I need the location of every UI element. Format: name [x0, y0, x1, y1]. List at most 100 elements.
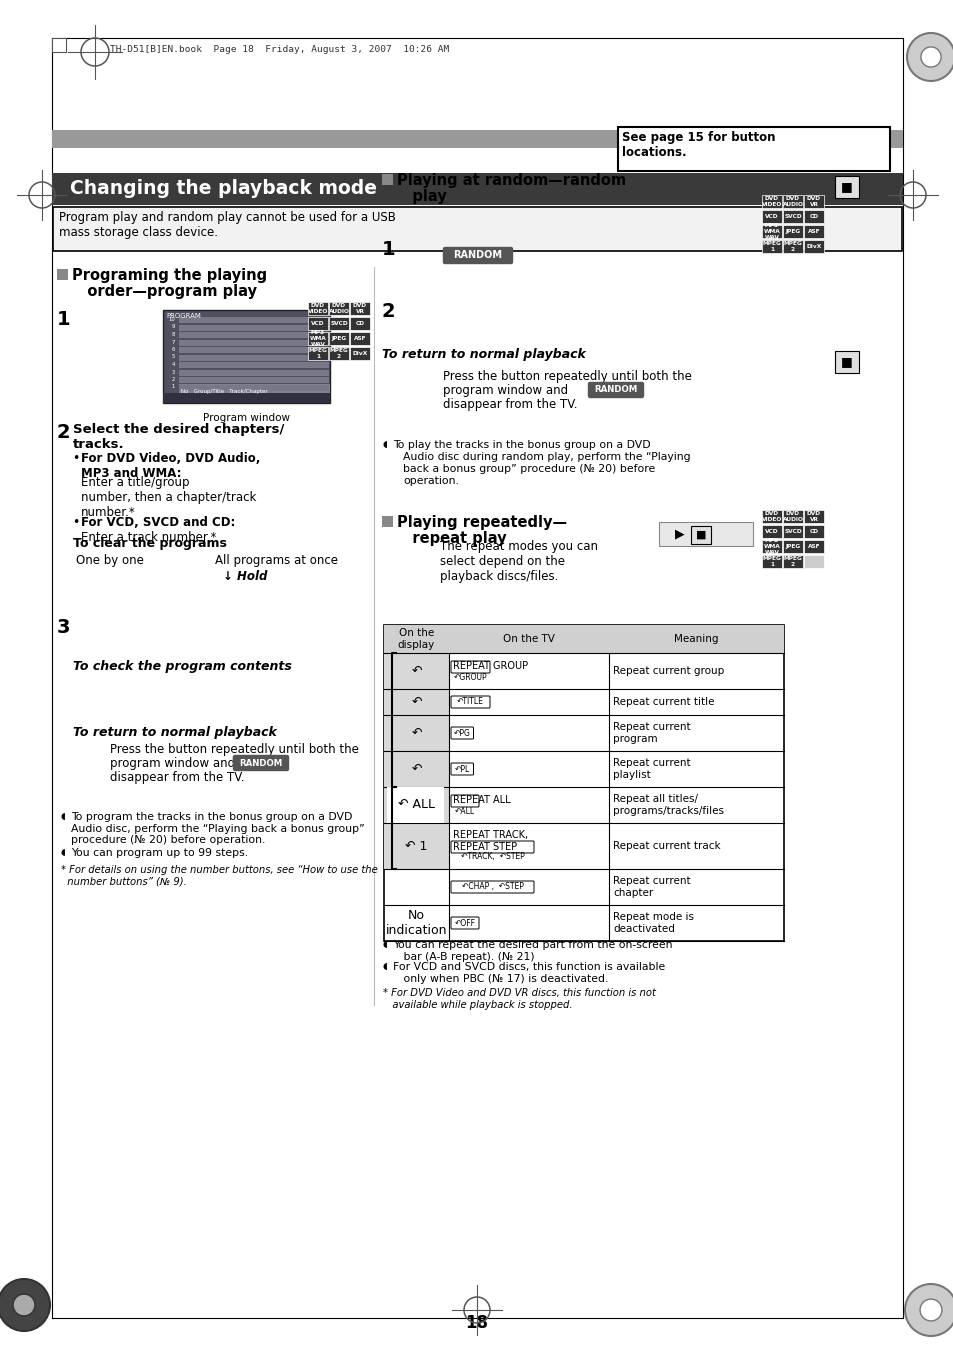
- Text: MP3
WMA
WAV: MP3 WMA WAV: [762, 538, 780, 555]
- Text: To play the tracks in the bonus group on a DVD: To play the tracks in the bonus group on…: [393, 440, 650, 450]
- FancyBboxPatch shape: [443, 247, 512, 263]
- Text: DVD
VR: DVD VR: [806, 196, 821, 207]
- Text: Program play and random play cannot be used for a USB
mass storage class device.: Program play and random play cannot be u…: [59, 211, 395, 239]
- Text: All programs at once: All programs at once: [214, 554, 337, 567]
- Bar: [782, 195, 802, 208]
- Bar: [179, 332, 329, 338]
- Text: ↓ Hold: ↓ Hold: [223, 570, 267, 584]
- Text: ↶ ALL: ↶ ALL: [397, 798, 435, 812]
- Text: ↶: ↶: [411, 762, 421, 775]
- Text: repeat play: repeat play: [396, 531, 506, 546]
- Text: Enter a title/group
number, then a chapter/track
number.*: Enter a title/group number, then a chapt…: [81, 476, 256, 519]
- Text: Repeat current title: Repeat current title: [613, 697, 714, 707]
- Bar: [803, 226, 823, 238]
- Text: TH-D51[B]EN.book  Page 18  Friday, August 3, 2007  10:26 AM: TH-D51[B]EN.book Page 18 Friday, August …: [110, 46, 449, 54]
- Text: DVD
VIDEO: DVD VIDEO: [308, 303, 328, 313]
- FancyBboxPatch shape: [588, 382, 643, 397]
- Bar: [179, 339, 329, 346]
- Bar: [163, 393, 330, 403]
- Bar: [179, 384, 330, 393]
- Text: ↶PG: ↶PG: [454, 728, 470, 738]
- FancyBboxPatch shape: [233, 755, 288, 770]
- Bar: [329, 332, 349, 345]
- Bar: [329, 303, 349, 315]
- Circle shape: [919, 1300, 941, 1321]
- Text: number buttons” (№ 9).: number buttons” (№ 9).: [61, 877, 187, 888]
- Text: No   Group/Title   Track/Chapter: No Group/Title Track/Chapter: [181, 389, 268, 394]
- Text: 18: 18: [465, 1315, 488, 1332]
- Text: DVD
VR: DVD VR: [353, 303, 367, 313]
- Text: See page 15 for button
locations.: See page 15 for button locations.: [621, 131, 775, 159]
- Text: ↶: ↶: [411, 727, 421, 739]
- Text: MPEG
1: MPEG 1: [309, 349, 327, 359]
- Bar: [179, 370, 329, 376]
- Text: RANDOM: RANDOM: [239, 758, 282, 767]
- FancyBboxPatch shape: [53, 207, 901, 251]
- Text: ◖: ◖: [382, 940, 387, 948]
- Text: Enter a track number.*: Enter a track number.*: [81, 531, 216, 544]
- Text: ↶CHAP ,  ↶STEP: ↶CHAP , ↶STEP: [461, 882, 523, 892]
- FancyBboxPatch shape: [451, 661, 490, 673]
- Bar: [350, 303, 370, 315]
- Bar: [782, 555, 802, 567]
- Bar: [52, 173, 902, 205]
- Text: ↶TITLE: ↶TITLE: [456, 697, 483, 707]
- Text: SVCD: SVCD: [783, 213, 801, 219]
- FancyBboxPatch shape: [451, 881, 534, 893]
- Bar: [803, 526, 823, 538]
- Bar: [179, 362, 329, 367]
- Text: Audio disc during random play, perform the “Playing: Audio disc during random play, perform t…: [402, 453, 690, 462]
- Text: program window and: program window and: [110, 757, 234, 770]
- Bar: [782, 240, 802, 253]
- Bar: [179, 317, 329, 323]
- Text: You can program up to 99 steps.: You can program up to 99 steps.: [71, 848, 248, 858]
- Text: Repeat current
chapter: Repeat current chapter: [613, 877, 690, 898]
- Bar: [179, 385, 329, 390]
- Bar: [381, 516, 393, 527]
- Bar: [384, 689, 449, 715]
- Text: Select the desired chapters/
tracks.: Select the desired chapters/ tracks.: [73, 423, 284, 451]
- Circle shape: [920, 47, 940, 68]
- FancyBboxPatch shape: [451, 794, 478, 807]
- Bar: [384, 788, 449, 823]
- Text: Repeat current track: Repeat current track: [613, 842, 720, 851]
- Text: 6: 6: [172, 347, 174, 353]
- Text: DVD
VIDEO: DVD VIDEO: [761, 511, 781, 521]
- Bar: [52, 38, 66, 51]
- Text: CD: CD: [809, 530, 818, 534]
- Text: Changing the playback mode: Changing the playback mode: [70, 180, 376, 199]
- Text: To check the program contents: To check the program contents: [73, 661, 292, 673]
- Text: 5: 5: [172, 354, 174, 359]
- FancyBboxPatch shape: [834, 351, 858, 373]
- Text: play: play: [396, 189, 446, 204]
- Text: DVD
AUDIO: DVD AUDIO: [781, 511, 802, 521]
- Text: CD: CD: [355, 322, 364, 326]
- Text: disappear from the TV.: disappear from the TV.: [110, 771, 244, 784]
- Text: Press the button repeatedly until both the: Press the button repeatedly until both t…: [110, 743, 358, 757]
- Text: 2: 2: [57, 423, 71, 442]
- Text: Meaning: Meaning: [674, 634, 718, 644]
- Bar: [350, 332, 370, 345]
- Text: ↶ 1: ↶ 1: [405, 839, 427, 852]
- Text: •: •: [71, 453, 79, 465]
- FancyBboxPatch shape: [834, 176, 858, 199]
- FancyBboxPatch shape: [387, 788, 443, 823]
- Bar: [761, 509, 781, 523]
- Text: * For details on using the number buttons, see “How to use the: * For details on using the number button…: [61, 865, 377, 875]
- Text: For DVD Video, DVD Audio,
MP3 and WMA:: For DVD Video, DVD Audio, MP3 and WMA:: [81, 453, 260, 480]
- Text: DVD
VR: DVD VR: [806, 511, 821, 521]
- FancyBboxPatch shape: [451, 842, 534, 852]
- Bar: [803, 240, 823, 253]
- Bar: [308, 332, 328, 345]
- Text: SVCD: SVCD: [330, 322, 348, 326]
- Text: Repeat mode is
deactivated: Repeat mode is deactivated: [613, 912, 693, 934]
- Bar: [761, 555, 781, 567]
- Bar: [308, 347, 328, 359]
- FancyBboxPatch shape: [690, 526, 710, 544]
- Bar: [52, 130, 902, 149]
- Text: RANDOM: RANDOM: [453, 250, 502, 259]
- Bar: [782, 526, 802, 538]
- Circle shape: [0, 1279, 50, 1331]
- Bar: [179, 354, 329, 361]
- Text: REPEAT TRACK,
REPEAT STEP: REPEAT TRACK, REPEAT STEP: [453, 831, 528, 851]
